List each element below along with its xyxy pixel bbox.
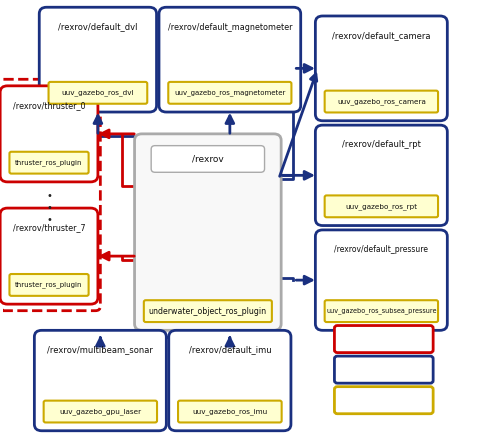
Text: underwater_object_ros_plugin: underwater_object_ros_plugin (149, 307, 267, 316)
Text: /rexrov/thruster_0: /rexrov/thruster_0 (13, 101, 85, 110)
FancyBboxPatch shape (315, 16, 447, 121)
Text: thruster_ros_plugin: thruster_ros_plugin (15, 282, 83, 288)
Text: uuv_gazebo_gpu_laser: uuv_gazebo_gpu_laser (59, 408, 141, 415)
FancyBboxPatch shape (49, 82, 147, 104)
Text: /rexrov/default_camera: /rexrov/default_camera (332, 31, 430, 40)
FancyBboxPatch shape (9, 152, 89, 173)
FancyBboxPatch shape (325, 195, 438, 217)
FancyBboxPatch shape (134, 134, 281, 330)
FancyBboxPatch shape (144, 300, 272, 322)
Text: /rexrov/thruster_7: /rexrov/thruster_7 (13, 223, 85, 233)
Text: Plugins: Plugins (366, 395, 401, 405)
FancyBboxPatch shape (159, 7, 301, 112)
FancyBboxPatch shape (9, 274, 89, 296)
FancyBboxPatch shape (0, 208, 98, 304)
FancyBboxPatch shape (325, 300, 438, 322)
Text: uuv_gazebo_ros_camera: uuv_gazebo_ros_camera (337, 98, 426, 105)
FancyBboxPatch shape (168, 82, 291, 104)
FancyBboxPatch shape (169, 330, 291, 431)
FancyBboxPatch shape (335, 325, 433, 353)
Text: Sensors: Sensors (365, 364, 403, 374)
Text: /rexrov/default_pressure: /rexrov/default_pressure (335, 245, 429, 254)
FancyBboxPatch shape (39, 7, 156, 112)
FancyBboxPatch shape (0, 86, 98, 182)
FancyBboxPatch shape (151, 146, 265, 172)
Text: uuv_gazebo_ros_imu: uuv_gazebo_ros_imu (192, 408, 268, 415)
Text: Legend:: Legend: (342, 330, 396, 343)
FancyBboxPatch shape (315, 230, 447, 330)
Text: Actuators: Actuators (360, 334, 407, 344)
Text: uuv_gazebo_ros_rpt: uuv_gazebo_ros_rpt (345, 203, 417, 210)
Text: /rexrov/default_rpt: /rexrov/default_rpt (342, 141, 421, 149)
Text: uuv_gazebo_ros_dvl: uuv_gazebo_ros_dvl (62, 89, 134, 96)
FancyBboxPatch shape (44, 401, 157, 423)
FancyBboxPatch shape (178, 401, 281, 423)
Text: /rexrov/multibeam_sonar: /rexrov/multibeam_sonar (47, 346, 154, 355)
Text: •
•
•: • • • (46, 191, 52, 225)
Text: uuv_gazebo_ros_magnetometer: uuv_gazebo_ros_magnetometer (174, 89, 285, 96)
Text: /rexrov/default_imu: /rexrov/default_imu (188, 346, 271, 355)
FancyBboxPatch shape (325, 91, 438, 113)
FancyBboxPatch shape (335, 387, 433, 414)
Text: uuv_gazebo_ros_subsea_pressure: uuv_gazebo_ros_subsea_pressure (326, 308, 436, 314)
FancyBboxPatch shape (315, 125, 447, 226)
Text: thruster_ros_plugin: thruster_ros_plugin (15, 159, 83, 166)
FancyBboxPatch shape (335, 356, 433, 383)
FancyBboxPatch shape (34, 330, 166, 431)
Text: /rexrov: /rexrov (192, 154, 224, 163)
Text: /rexrov/default_magnetometer: /rexrov/default_magnetometer (168, 22, 292, 32)
Text: /rexrov/default_dvl: /rexrov/default_dvl (58, 22, 138, 32)
